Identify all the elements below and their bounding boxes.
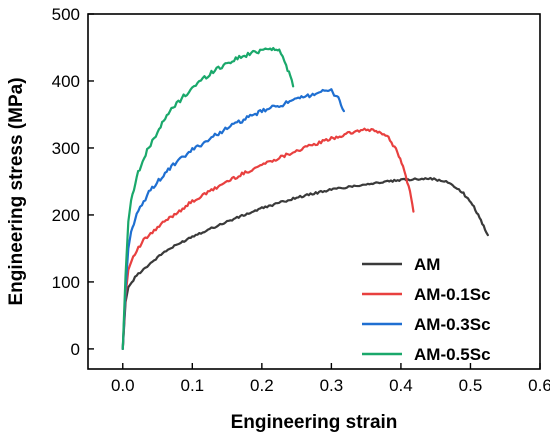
series-line-am-0-3sc	[121, 88, 345, 351]
x-tick-label: 0.6	[528, 376, 550, 395]
series-line-am-0-1sc	[121, 127, 415, 351]
series-line-am	[121, 176, 489, 351]
plot-frame	[87, 13, 541, 370]
y-tick-label: 200	[52, 206, 80, 225]
x-tick-label: 0.5	[459, 376, 483, 395]
legend-label: AM-0.5Sc	[414, 345, 491, 364]
ticks-layer: 0.0 0.1 0.2 0.3 0.4 0.5 0.6 0 100 200 300 400 500	[52, 5, 550, 395]
x-tick-label: 0.4	[389, 376, 413, 395]
x-tick-label: 0.0	[111, 376, 135, 395]
x-tick-label: 0.2	[250, 376, 274, 395]
legend-label: AM	[414, 255, 440, 274]
y-tick-label: 100	[52, 273, 80, 292]
plot-border	[87, 13, 541, 370]
x-tick-label: 0.3	[320, 376, 344, 395]
legend: AM AM-0.1Sc AM-0.3Sc AM-0.5Sc	[362, 255, 491, 364]
y-axis-title: Engineering stress (MPa)	[6, 77, 27, 305]
series-line-am-0-5sc	[121, 46, 295, 351]
y-tick-label: 0	[71, 340, 80, 359]
y-tick-label: 500	[52, 5, 80, 24]
y-tick-label: 400	[52, 72, 80, 91]
series-layer	[121, 46, 489, 351]
x-tick-label: 0.1	[180, 376, 204, 395]
legend-label: AM-0.3Sc	[414, 315, 491, 334]
x-axis-title: Engineering strain	[231, 412, 398, 433]
y-tick-label: 300	[52, 139, 80, 158]
legend-label: AM-0.1Sc	[414, 285, 491, 304]
